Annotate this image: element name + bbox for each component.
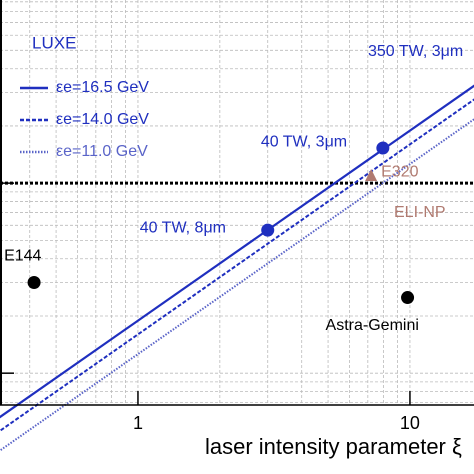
series-line xyxy=(0,84,474,419)
annotation: 350 TW, 3μm xyxy=(368,43,463,60)
point-label: 40 TW, 3μm xyxy=(261,133,347,150)
point xyxy=(365,169,378,182)
series-line xyxy=(0,98,474,432)
point-label: E320 xyxy=(381,163,418,180)
x-tick-label: 10 xyxy=(400,413,420,433)
point xyxy=(376,141,390,155)
legend-label: εe=11.0 GeV xyxy=(56,143,148,160)
legend-label: εe=14.0 GeV xyxy=(56,111,149,128)
point xyxy=(27,276,41,290)
point-label: 40 TW, 8μm xyxy=(140,219,226,236)
point xyxy=(261,223,275,237)
point xyxy=(401,291,415,305)
point-label: E144 xyxy=(4,248,41,265)
marks xyxy=(0,84,474,452)
series-line xyxy=(0,118,474,452)
grid xyxy=(0,0,474,405)
annotation: ELI-NP xyxy=(394,204,446,221)
x-axis-label: laser intensity parameter ξ xyxy=(205,434,462,459)
legend-label: εe=16.5 GeV xyxy=(56,79,149,96)
point-label: Astra-Gemini xyxy=(326,317,419,334)
x-tick-label: 1 xyxy=(133,413,143,433)
legend-title: LUXE xyxy=(32,33,76,52)
